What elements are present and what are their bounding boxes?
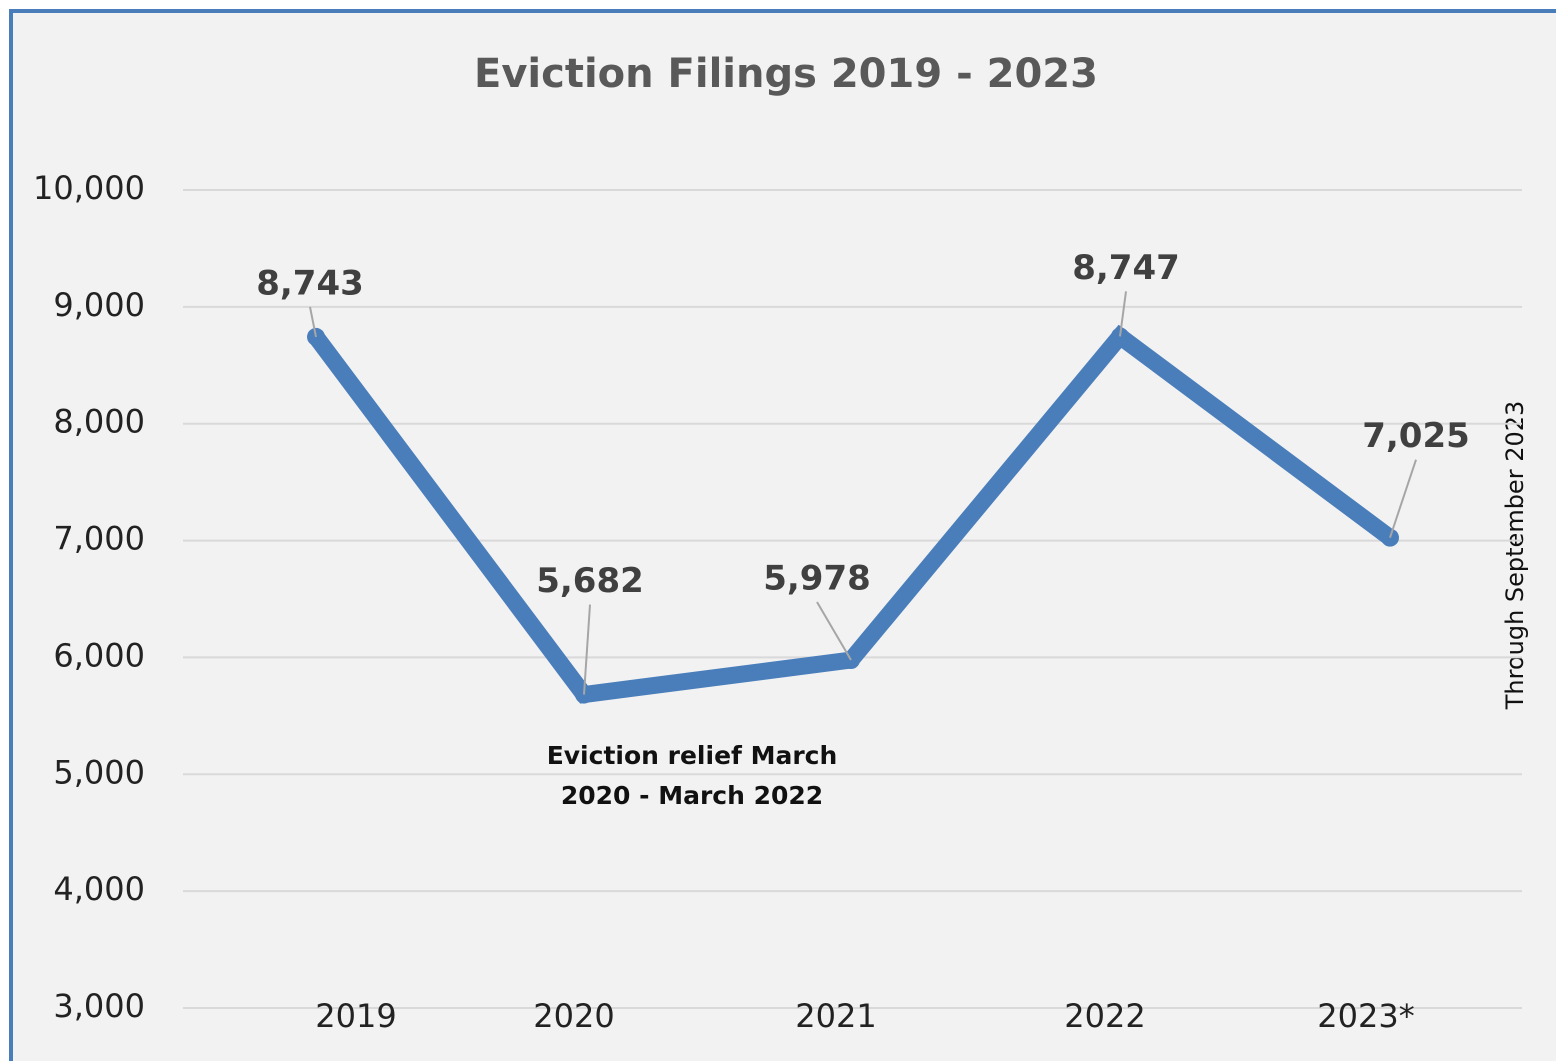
annotation: 2020 - March 2022: [561, 781, 823, 810]
y-tick-label: 9,000: [53, 286, 145, 324]
y-tick-label: 3,000: [53, 987, 145, 1025]
chart: Eviction Filings 2019 - 2023 Eviction re…: [0, 0, 1556, 1061]
annotation: Eviction relief March: [547, 741, 838, 770]
x-tick-label: 2019: [315, 997, 396, 1035]
data-label: 7,025: [1362, 416, 1470, 456]
chart-frame: [11, 11, 1556, 1061]
y-tick-label: 4,000: [53, 870, 145, 908]
y-tick-label: 10,000: [33, 169, 145, 207]
y-tick-label: 7,000: [53, 520, 145, 558]
data-label: 8,743: [256, 263, 364, 303]
y-tick-label: 6,000: [53, 636, 145, 674]
y-tick-label: 8,000: [53, 403, 145, 441]
data-label: 8,747: [1072, 248, 1180, 288]
side-note: Through September 2023: [1501, 401, 1529, 711]
page: Eviction Filings 2019 - 2023 Eviction re…: [0, 0, 1556, 1061]
y-tick-label: 5,000: [53, 753, 145, 791]
x-tick-label: 2020: [533, 997, 614, 1035]
x-tick-label: 2021: [795, 997, 876, 1035]
data-label: 5,978: [763, 558, 871, 598]
data-label: 5,682: [536, 561, 644, 601]
x-tick-label: 2023*: [1317, 997, 1414, 1035]
x-tick-label: 2022: [1064, 997, 1145, 1035]
chart-title: Eviction Filings 2019 - 2023: [474, 51, 1098, 97]
